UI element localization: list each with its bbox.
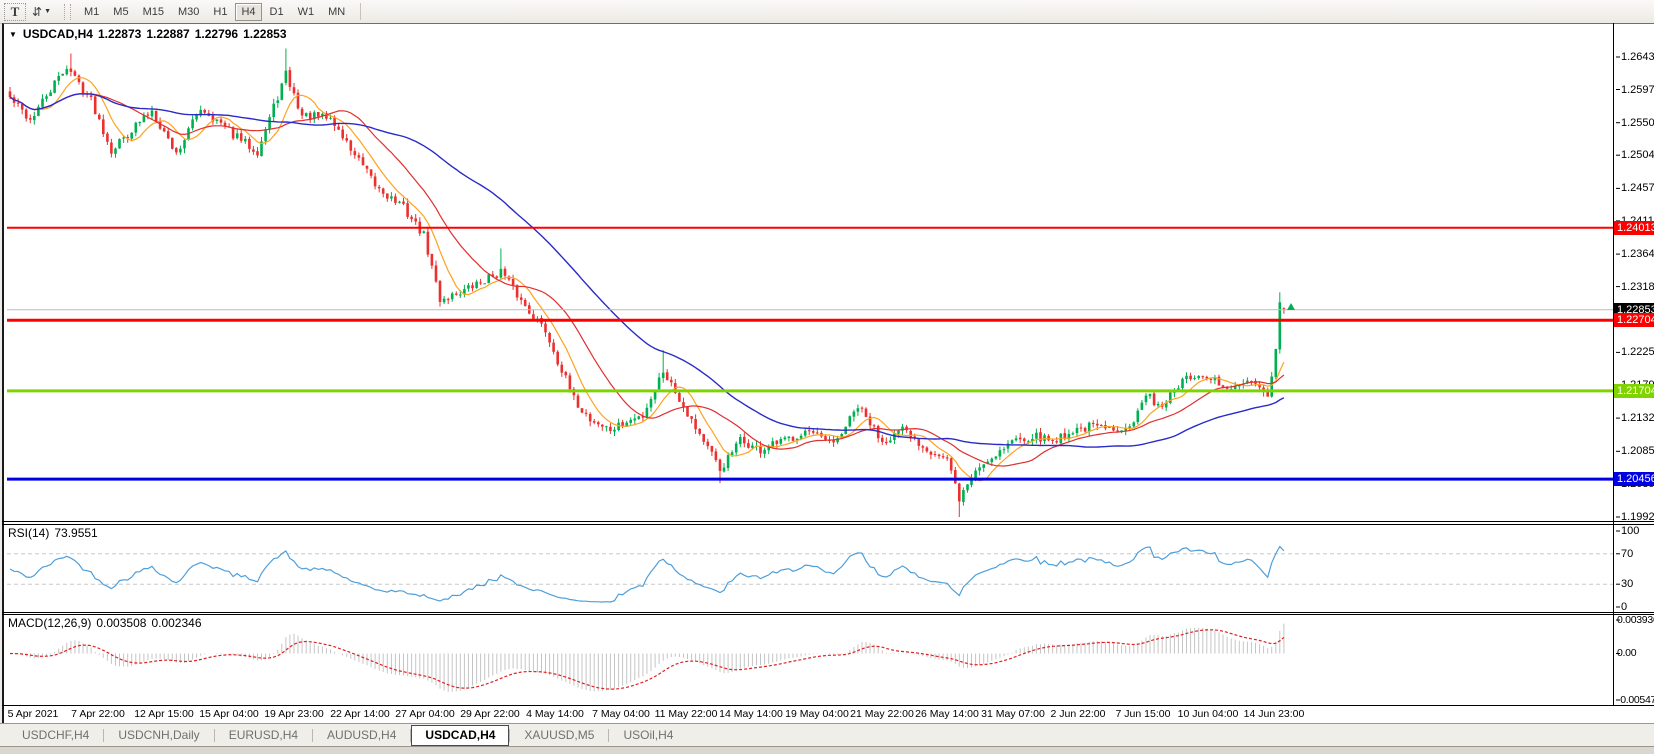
macd-panel-top-border: [2, 614, 1654, 615]
rsi-panel-top-border: [2, 524, 1654, 525]
main-panel-bottom-border[interactable]: [2, 521, 1654, 522]
ma-line-8: [9, 77, 1285, 482]
tab-separator: [410, 729, 412, 742]
timeframe-button-D1[interactable]: D1: [264, 3, 290, 21]
tab-separator: [103, 729, 105, 742]
candlestick-series: [8, 48, 1286, 517]
timeframe-button-H4[interactable]: H4: [235, 2, 262, 21]
ma-line-55: [9, 93, 1285, 448]
horizontal-lines: [7, 226, 1615, 481]
axis-tick-marks: [1616, 56, 1620, 701]
ma-line-20: [9, 93, 1285, 467]
timeframe-button-M15[interactable]: M15: [137, 3, 170, 21]
toolbar-grip: [64, 3, 71, 20]
price-up-arrow-icon: [1287, 303, 1295, 310]
chevron-down-icon: ▼: [44, 8, 51, 15]
tab-EURUSD-H4[interactable]: EURUSD,H4: [228, 728, 299, 742]
tab-USOil-H4[interactable]: USOil,H4: [623, 728, 674, 742]
rsi-panel-bottom-border[interactable]: [2, 612, 1654, 613]
timeframe-button-M5[interactable]: M5: [107, 3, 134, 21]
tab-separator: [312, 729, 314, 742]
macd-panel-bottom-border: [2, 705, 1654, 706]
timeframe-button-W1[interactable]: W1: [292, 3, 321, 21]
tab-USDCAD-H4[interactable]: USDCAD,H4: [411, 725, 510, 746]
arrange-icon: ⇵: [32, 4, 43, 19]
chart-tab-bar: USDCHF,H4 USDCNH,Daily EURUSD,H4 AUDUSD,H4 U…: [0, 723, 1654, 747]
tab-separator: [213, 729, 215, 742]
tab-separator: [509, 729, 511, 742]
tab-separator: [608, 729, 610, 742]
status-bar: [0, 746, 1654, 754]
timeframe-button-MN[interactable]: MN: [322, 3, 351, 21]
price-axis-border: [1613, 23, 1614, 706]
timeframe-button-group: M1 M5 M15 M30 H1 H4 D1 W1 MN: [77, 2, 352, 21]
tab-USDCHF-H4[interactable]: USDCHF,H4: [22, 728, 90, 742]
timeframe-button-M1[interactable]: M1: [78, 3, 105, 21]
timeframe-button-M30[interactable]: M30: [172, 3, 205, 21]
tab-AUDUSD-H4[interactable]: AUDUSD,H4: [327, 728, 397, 742]
rsi-line: [9, 545, 1285, 603]
arrange-symbols-button[interactable]: ⇵ ▼: [28, 3, 55, 21]
timeframe-button-H1[interactable]: H1: [207, 3, 233, 21]
chart-window[interactable]: [2, 23, 1654, 724]
macd-signal-line: [9, 629, 1285, 690]
tab-XAUUSD-M5[interactable]: XAUUSD,M5: [524, 728, 595, 742]
tab-USDCNH-Daily[interactable]: USDCNH,Daily: [118, 728, 200, 742]
toolbar: T ⇵ ▼ M1 M5 M15 M30 H1 H4 D1 W1 MN: [0, 0, 1654, 24]
toolbar-separator: [360, 3, 362, 20]
macd-histogram: [13, 623, 1285, 692]
text-tool-button[interactable]: T: [4, 2, 26, 21]
